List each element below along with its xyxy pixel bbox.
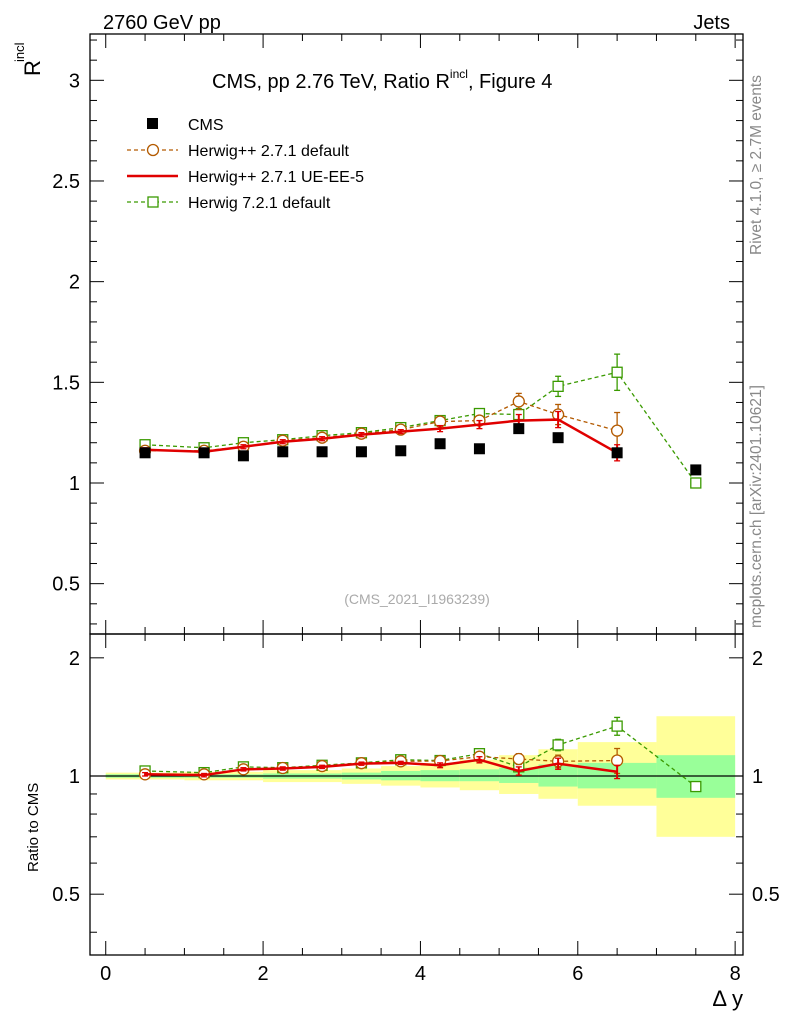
main-cms-point	[434, 438, 446, 450]
x-axis-label: Δ y	[712, 986, 743, 1011]
ratio-series-line-solid	[142, 756, 621, 780]
main-cms-point	[277, 446, 289, 458]
legend-entry-herwig-ueee5: Herwig++ 2.7.1 UE-EE-5	[127, 169, 364, 186]
main-series-circle-dashed	[138, 392, 624, 457]
legend-cms-marker	[147, 118, 158, 129]
main-cms-point	[690, 464, 702, 476]
main-series-data	[139, 423, 702, 476]
main-cms-point	[139, 447, 151, 459]
main-cms-point	[473, 443, 485, 455]
ratio-plot-frame	[89, 633, 744, 956]
main-y-tick-label: 2.5	[52, 171, 80, 193]
ratio-herwig72-point	[690, 780, 702, 793]
ratio-y-tick-label-left: 2	[69, 648, 80, 670]
legend-herwig-default-label: Herwig++ 2.7.1 default	[188, 143, 350, 160]
legend: CMS Herwig++ 2.7.1 default Herwig++ 2.7.…	[127, 117, 364, 212]
ratio-herwig-default-point	[610, 754, 624, 767]
ratio-y-tick-label-left: 0.5	[52, 884, 80, 906]
x-tick-label: 0	[100, 963, 111, 985]
x-tick-label: 4	[415, 963, 426, 985]
main-series-line-solid	[142, 410, 621, 462]
header-jets-label: Jets	[693, 12, 730, 34]
chart-title-main: CMS, pp 2.76 TeV, Ratio R	[212, 71, 450, 93]
ratio-herwig72-point	[552, 739, 564, 751]
ratio-herwig72-point	[611, 720, 623, 732]
main-herwig72-point	[552, 380, 564, 392]
mcplots-label: mcplots.cern.ch [arXiv:2401.10621]	[748, 385, 765, 628]
legend-entry-cms: CMS	[147, 117, 224, 134]
ratio-herwig-default-point	[512, 752, 525, 766]
x-tick-label: 6	[572, 963, 583, 985]
analysis-watermark: (CMS_2021_I1963239)	[344, 591, 490, 607]
legend-cms-label: CMS	[188, 117, 224, 134]
ratio-band-inner	[459, 769, 500, 782]
x-tick-label: 8	[730, 963, 741, 985]
ratio-y-tick-label-right: 2	[752, 648, 763, 670]
main-y-tick-label: 0.5	[52, 574, 80, 596]
legend-entry-herwig72: Herwig 7.2.1 default	[127, 195, 331, 212]
chart-title-superscript: incl	[450, 67, 468, 81]
main-herwig72-point	[690, 477, 702, 489]
main-y-axis-label: R incl	[12, 42, 45, 76]
legend-entry-herwig-default: Herwig++ 2.7.1 default	[127, 143, 350, 160]
main-y-label-superscript: incl	[12, 42, 27, 62]
main-cms-point	[395, 445, 407, 457]
x-tick-label: 2	[258, 963, 269, 985]
main-cms-point	[237, 450, 249, 462]
legend-herwig-ueee5-label: Herwig++ 2.7.1 UE-EE-5	[188, 169, 364, 186]
legend-herwig-default-marker	[146, 143, 160, 157]
ratio-y-tick-label-right: 1	[752, 766, 763, 788]
chart-title-tail: , Figure 4	[468, 71, 552, 93]
main-cms-point	[355, 446, 367, 458]
main-herwig-default-point	[610, 424, 624, 437]
main-cms-point	[513, 423, 525, 435]
main-herwig72-point	[611, 366, 623, 378]
ratio-y-tick-label-left: 1	[69, 766, 80, 788]
main-cms-point	[611, 447, 623, 459]
main-y-tick-label: 1.5	[52, 372, 80, 394]
axes-layer: 0 2 4 6 8 0.5 1 1.5 2 2.5 3 0.5 0.5 1 1 2 2	[52, 33, 780, 985]
legend-herwig72-marker	[147, 196, 159, 208]
rivet-version-label: Rivet 4.1.0, ≥ 2.7M events	[748, 75, 765, 255]
series-layer	[138, 353, 702, 793]
main-series-line	[145, 418, 618, 454]
main-series-line	[145, 400, 618, 452]
main-cms-point	[316, 446, 328, 458]
ratio-y-tick-label-right: 0.5	[752, 884, 780, 906]
main-y-tick-label: 1	[69, 473, 80, 495]
main-cms-point	[552, 432, 564, 444]
chart-title: CMS, pp 2.76 TeV, Ratio Rincl, Figure 4	[212, 67, 552, 93]
main-y-tick-label: 3	[69, 70, 80, 92]
main-y-tick-label: 2	[69, 272, 80, 294]
header-energy-label: 2760 GeV pp	[103, 12, 221, 34]
main-herwig-default-point	[512, 395, 525, 408]
ratio-y-axis-label: Ratio to CMS	[25, 783, 42, 872]
legend-herwig72-label: Herwig 7.2.1 default	[188, 195, 331, 212]
main-cms-point	[198, 447, 210, 459]
main-y-label-text: R	[20, 60, 45, 76]
ratio-series-line	[145, 758, 618, 777]
